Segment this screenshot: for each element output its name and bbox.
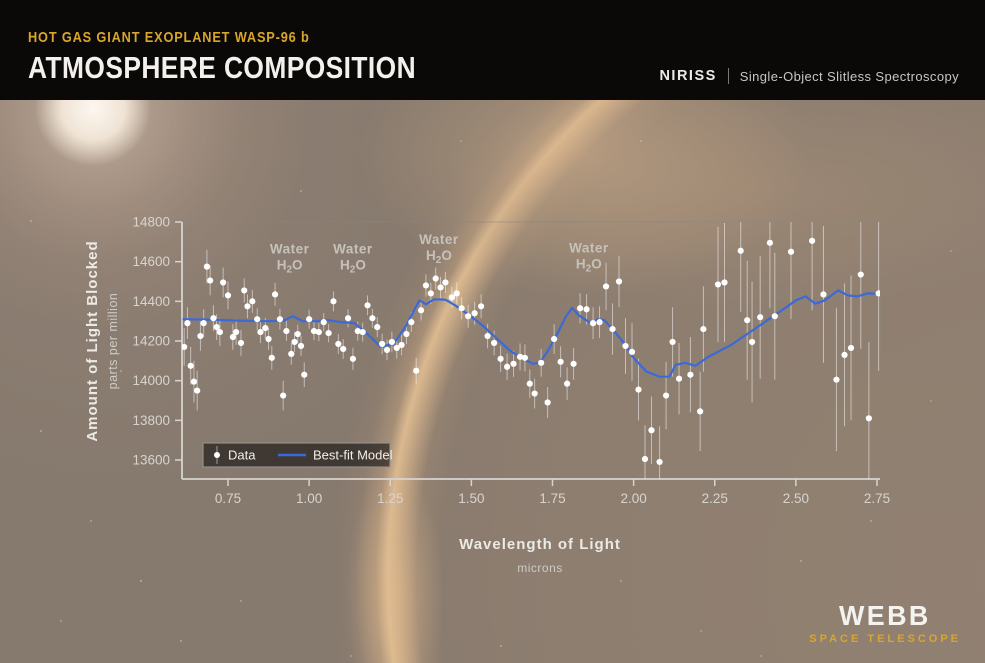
svg-text:H2O: H2O (576, 257, 602, 275)
svg-text:Water: Water (270, 242, 310, 257)
page-title: ATMOSPHERE COMPOSITION (28, 50, 417, 85)
axes (181, 222, 880, 480)
svg-text:Water: Water (569, 241, 609, 256)
webb-wordmark: WEBB (839, 600, 931, 631)
svg-text:2.50: 2.50 (783, 491, 809, 506)
spectrum-chart: 14800 14600 14400 14200 14000 13800 13600 0.75 1… (84, 215, 890, 576)
legend-data-label: Data (228, 448, 256, 463)
webb-logo: WEBB SPACE TELESCOPE (809, 600, 961, 646)
data-points (182, 237, 880, 466)
legend-model-label: Best-fit Model (313, 448, 393, 463)
svg-text:H2O: H2O (426, 248, 452, 266)
svg-text:14600: 14600 (132, 254, 170, 269)
svg-text:14400: 14400 (132, 294, 170, 309)
svg-text:2.25: 2.25 (702, 491, 728, 506)
svg-text:H2O: H2O (340, 258, 366, 276)
x-axis-title: Wavelength of Light microns (459, 536, 621, 575)
svg-text:14800: 14800 (132, 215, 170, 230)
y-axis-title: Amount of Light Blocked parts per million (84, 240, 120, 441)
svg-text:2.75: 2.75 (864, 491, 890, 506)
webb-subtitle: SPACE TELESCOPE (809, 633, 961, 645)
svg-text:13600: 13600 (132, 453, 170, 468)
svg-text:14000: 14000 (132, 373, 170, 388)
legend: Data Best-fit Model (202, 442, 393, 468)
instrument-name: NIRISS (659, 68, 717, 84)
y-axis: 14800 14600 14400 14200 14000 13800 13600 (132, 215, 182, 468)
svg-text:parts per million: parts per million (106, 293, 120, 390)
svg-text:1.25: 1.25 (377, 491, 403, 506)
svg-text:Water: Water (419, 232, 459, 247)
svg-text:0.75: 0.75 (215, 491, 241, 506)
eyebrow-subtitle: HOT GAS GIANT EXOPLANET WASP-96 b (28, 29, 310, 46)
header: HOT GAS GIANT EXOPLANET WASP-96 b ATMOSP… (0, 0, 985, 100)
plot-border (181, 221, 881, 480)
svg-text:1.75: 1.75 (539, 491, 565, 506)
svg-text:2.00: 2.00 (620, 491, 646, 506)
svg-text:H2O: H2O (277, 258, 303, 276)
svg-text:14200: 14200 (132, 334, 170, 349)
svg-text:13800: 13800 (132, 413, 170, 428)
x-axis: 0.75 1.00 1.25 1.50 1.75 2.00 2.25 2.50 2.75 (215, 479, 890, 506)
instrument-meta: NIRISS Single-Object Slitless Spectrosco… (659, 68, 959, 84)
svg-text:1.00: 1.00 (296, 491, 322, 506)
instrument-mode: Single-Object Slitless Spectroscopy (739, 68, 959, 84)
legend-data-marker (214, 452, 220, 458)
svg-text:Amount of Light Blocked: Amount of Light Blocked (84, 240, 101, 441)
svg-text:Water: Water (333, 242, 373, 257)
svg-text:microns: microns (517, 561, 563, 575)
divider (727, 68, 729, 84)
svg-text:1.50: 1.50 (458, 491, 484, 506)
svg-text:Wavelength of Light: Wavelength of Light (459, 536, 621, 553)
space-scene: 14800 14600 14400 14200 14000 13800 13600 0.75 1… (0, 100, 985, 663)
